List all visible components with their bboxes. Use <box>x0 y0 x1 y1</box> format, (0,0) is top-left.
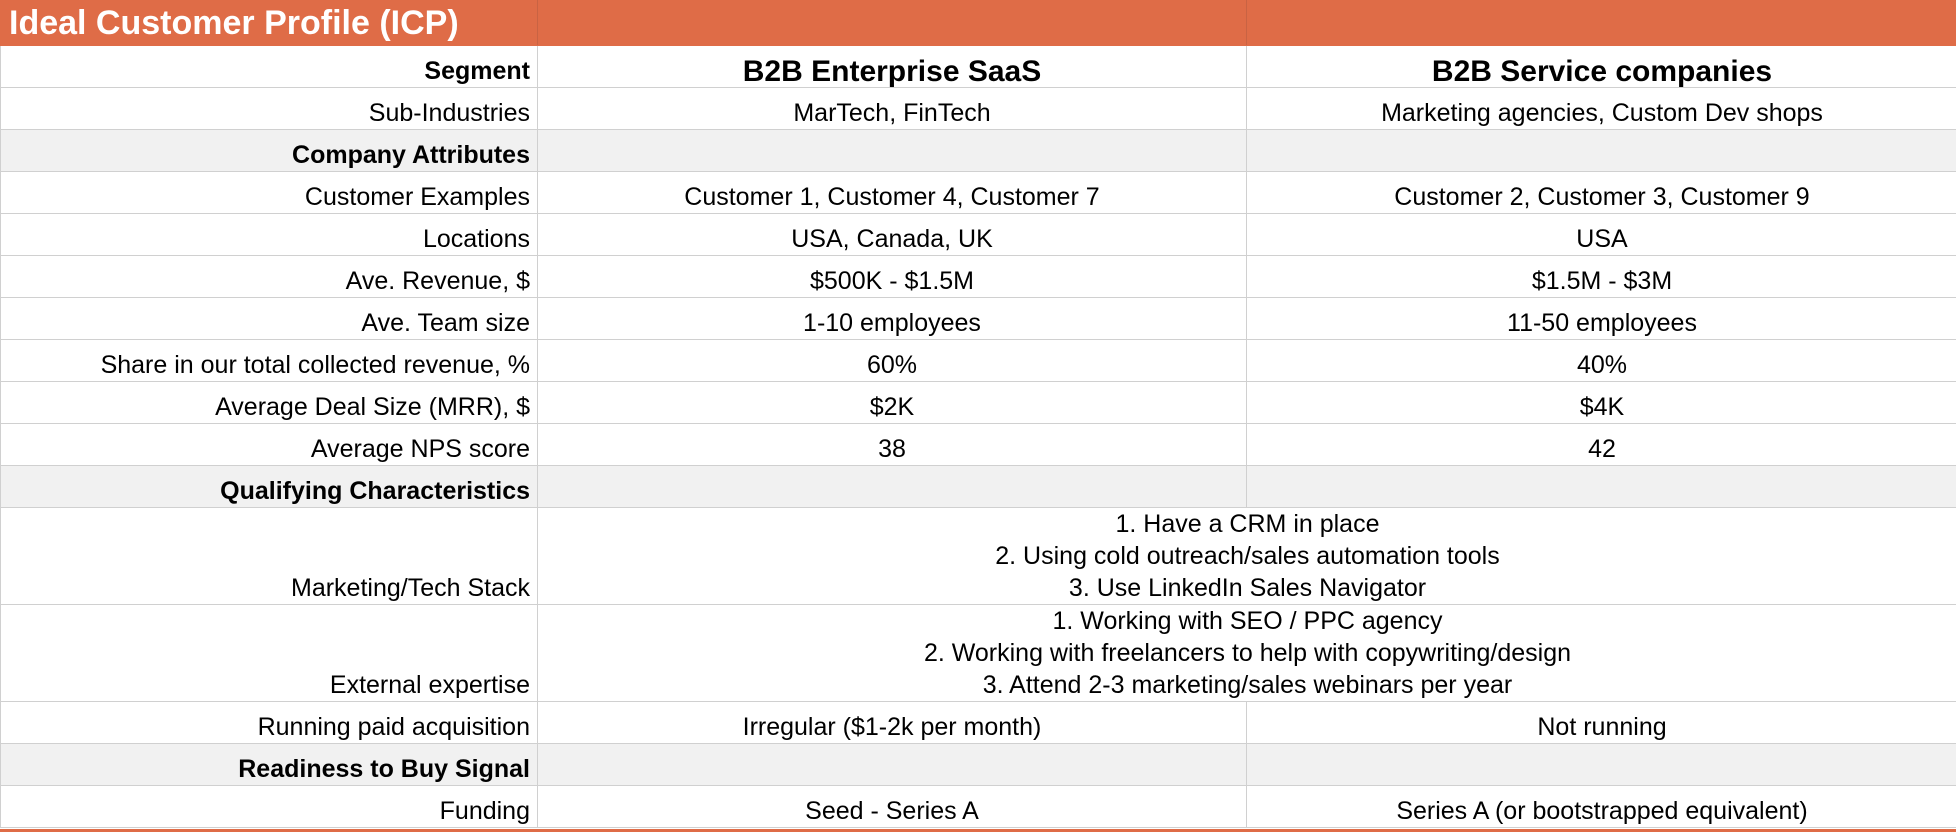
title-cell-empty-1[interactable] <box>537 0 1247 46</box>
cell-col1[interactable]: 1-10 employees <box>537 297 1247 340</box>
segment-service-companies[interactable]: B2B Service companies <box>1246 45 1956 88</box>
section-row-qualifying: Qualifying Characteristics <box>0 465 1956 508</box>
sheet-title[interactable]: Ideal Customer Profile (ICP) <box>0 0 538 46</box>
cell-col1[interactable]: Seed - Series A <box>537 785 1247 828</box>
row-label[interactable]: Funding <box>0 785 538 828</box>
cell-col1[interactable]: Irregular ($1-2k per month) <box>537 701 1247 744</box>
row-label[interactable]: Share in our total collected revenue, % <box>0 339 538 382</box>
segment-header-row: Segment B2B Enterprise SaaS B2B Service … <box>0 45 1956 88</box>
row-label[interactable]: Locations <box>0 213 538 256</box>
section-cell-empty[interactable] <box>537 743 1247 786</box>
list-item: 1. Working with SEO / PPC agency <box>1052 607 1443 635</box>
segment-label[interactable]: Segment <box>0 45 538 88</box>
cell-col2[interactable]: 42 <box>1246 423 1956 466</box>
section-cell-empty[interactable] <box>1246 129 1956 172</box>
section-row-company-attributes: Company Attributes <box>0 129 1956 172</box>
section-label[interactable]: Company Attributes <box>0 129 538 172</box>
list-item: 3. Attend 2-3 marketing/sales webinars p… <box>982 671 1513 699</box>
section-cell-empty[interactable] <box>1246 743 1956 786</box>
cell-col2[interactable]: Series A (or bootstrapped equivalent) <box>1246 785 1956 828</box>
table-row-external-expertise: External expertise 1. Working with SEO /… <box>0 604 1956 702</box>
cell-col2[interactable]: $4K <box>1246 381 1956 424</box>
table-row: Customer Examples Customer 1, Customer 4… <box>0 171 1956 214</box>
cell-col1[interactable]: $500K - $1.5M <box>537 255 1247 298</box>
bottom-accent-divider <box>0 829 1956 832</box>
section-cell-empty[interactable] <box>1246 465 1956 508</box>
row-label[interactable]: Ave. Revenue, $ <box>0 255 538 298</box>
row-label[interactable]: Average Deal Size (MRR), $ <box>0 381 538 424</box>
section-row-readiness: Readiness to Buy Signal <box>0 743 1956 786</box>
row-label[interactable]: Sub-Industries <box>0 87 538 130</box>
list-item: 2. Working with freelancers to help with… <box>923 639 1572 667</box>
table-row: Average Deal Size (MRR), $ $2K $4K <box>0 381 1956 424</box>
table-row: Ave. Team size 1-10 employees 11-50 empl… <box>0 297 1956 340</box>
cell-col1[interactable]: Customer 1, Customer 4, Customer 7 <box>537 171 1247 214</box>
table-row: Share in our total collected revenue, % … <box>0 339 1956 382</box>
list-item: 2. Using cold outreach/sales automation … <box>995 542 1500 570</box>
cell-col2[interactable]: Customer 2, Customer 3, Customer 9 <box>1246 171 1956 214</box>
table-row: Funding Seed - Series A Series A (or boo… <box>0 785 1956 828</box>
section-label[interactable]: Readiness to Buy Signal <box>0 743 538 786</box>
section-label[interactable]: Qualifying Characteristics <box>0 465 538 508</box>
cell-col2[interactable]: 40% <box>1246 339 1956 382</box>
table-row: Running paid acquisition Irregular ($1-2… <box>0 701 1956 744</box>
table-row: Sub-Industries MarTech, FinTech Marketin… <box>0 87 1956 130</box>
cell-col2[interactable]: Not running <box>1246 701 1956 744</box>
cell-col2[interactable]: Marketing agencies, Custom Dev shops <box>1246 87 1956 130</box>
segment-enterprise-saas[interactable]: B2B Enterprise SaaS <box>537 45 1247 88</box>
title-cell-empty-2[interactable] <box>1246 0 1956 46</box>
table-row: Average NPS score 38 42 <box>0 423 1956 466</box>
cell-col2[interactable]: 11-50 employees <box>1246 297 1956 340</box>
merged-cell-tech-stack[interactable]: 1. Have a CRM in place 2. Using cold out… <box>537 507 1956 605</box>
row-label[interactable]: Marketing/Tech Stack <box>0 507 538 605</box>
title-row: Ideal Customer Profile (ICP) <box>0 0 1956 46</box>
row-label[interactable]: External expertise <box>0 604 538 702</box>
table-row: Locations USA, Canada, UK USA <box>0 213 1956 256</box>
row-label[interactable]: Running paid acquisition <box>0 701 538 744</box>
cell-col1[interactable]: MarTech, FinTech <box>537 87 1247 130</box>
row-label[interactable]: Customer Examples <box>0 171 538 214</box>
cell-col1[interactable]: USA, Canada, UK <box>537 213 1247 256</box>
list-item: 3. Use LinkedIn Sales Navigator <box>1068 574 1427 602</box>
list-item: 1. Have a CRM in place <box>1115 510 1380 538</box>
cell-col2[interactable]: USA <box>1246 213 1956 256</box>
table-row-tech-stack: Marketing/Tech Stack 1. Have a CRM in pl… <box>0 507 1956 605</box>
cell-col1[interactable]: 38 <box>537 423 1247 466</box>
row-label[interactable]: Average NPS score <box>0 423 538 466</box>
cell-col1[interactable]: 60% <box>537 339 1247 382</box>
section-cell-empty[interactable] <box>537 465 1247 508</box>
row-label[interactable]: Ave. Team size <box>0 297 538 340</box>
cell-col2[interactable]: $1.5M - $3M <box>1246 255 1956 298</box>
cell-col1[interactable]: $2K <box>537 381 1247 424</box>
table-row: Ave. Revenue, $ $500K - $1.5M $1.5M - $3… <box>0 255 1956 298</box>
merged-cell-external-expertise[interactable]: 1. Working with SEO / PPC agency 2. Work… <box>537 604 1956 702</box>
section-cell-empty[interactable] <box>537 129 1247 172</box>
